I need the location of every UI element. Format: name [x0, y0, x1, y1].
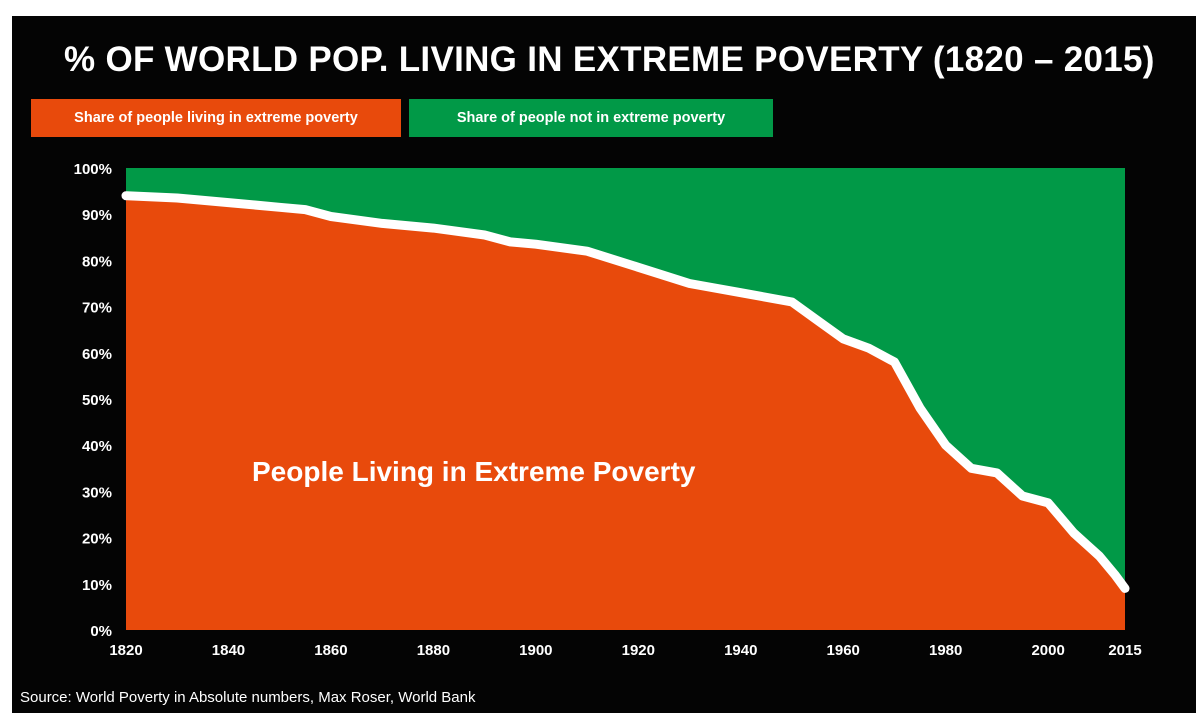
x-tick-label: 1900 — [519, 642, 552, 659]
x-tick-label: 1880 — [417, 642, 450, 659]
x-tick-label: 1980 — [929, 642, 962, 659]
x-tick-label: 1960 — [827, 642, 860, 659]
x-tick-label: 2015 — [1108, 642, 1141, 659]
y-tick-label: 0% — [90, 623, 112, 640]
source-note: Source: World Poverty in Absolute number… — [20, 689, 476, 706]
legend-item-poverty: Share of people living in extreme povert… — [31, 99, 401, 137]
x-tick-label: 1860 — [314, 642, 347, 659]
y-tick-label: 20% — [82, 531, 112, 548]
legend-label-poverty: Share of people living in extreme povert… — [74, 110, 358, 126]
chart-title: % OF WORLD POP. LIVING IN EXTREME POVERT… — [64, 40, 1155, 79]
y-axis: 100% 90% 80% 70% 60% 50% 40% 30% 20% 10% 0% — [74, 161, 112, 640]
x-tick-label: 1820 — [109, 642, 142, 659]
x-tick-label: 1940 — [724, 642, 757, 659]
y-tick-label: 90% — [82, 207, 112, 224]
legend-label-not-poverty: Share of people not in extreme poverty — [456, 110, 726, 126]
plot-area — [121, 168, 1130, 630]
y-tick-label: 60% — [82, 346, 112, 363]
x-tick-label: 1840 — [212, 642, 245, 659]
y-tick-label: 10% — [82, 577, 112, 594]
y-tick-label: 80% — [82, 253, 112, 270]
x-tick-label: 2000 — [1031, 642, 1064, 659]
y-tick-label: 30% — [82, 484, 112, 501]
area-annotation: People Living in Extreme Poverty — [252, 456, 696, 487]
series-area-poverty — [126, 195, 1125, 630]
y-tick-label: 70% — [82, 300, 112, 317]
series-boundary-line — [121, 191, 1130, 593]
x-axis: 1820 1840 1860 1880 1900 1920 1940 1960 1980 2000… — [109, 642, 1141, 659]
y-tick-label: 40% — [82, 438, 112, 455]
x-tick-label: 1920 — [622, 642, 655, 659]
legend-item-not-poverty: Share of people not in extreme poverty — [409, 99, 773, 137]
y-tick-label: 100% — [74, 161, 112, 178]
y-tick-label: 50% — [82, 392, 112, 409]
